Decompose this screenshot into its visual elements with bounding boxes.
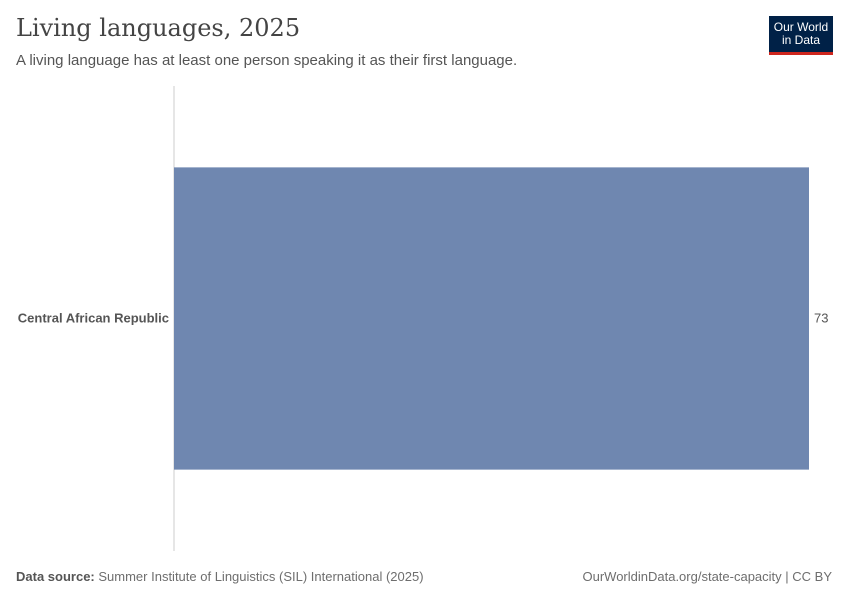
- logo-line-1: Our World: [773, 20, 829, 34]
- source-label: Data source:: [16, 569, 95, 584]
- footer-link[interactable]: OurWorldinData.org/state-capacity | CC B…: [582, 569, 832, 584]
- chart-title: Living languages, 2025: [16, 14, 301, 42]
- logo-line-2: in Data: [781, 33, 821, 47]
- source-text: Summer Institute of Linguistics (SIL) In…: [98, 569, 424, 584]
- data-source: Data source: Summer Institute of Linguis…: [16, 569, 424, 584]
- owid-logo[interactable]: Our World in Data: [769, 16, 833, 55]
- chart-subtitle: A living language has at least one perso…: [16, 52, 518, 69]
- bar: [174, 167, 809, 470]
- value-label: 73: [814, 311, 828, 326]
- category-label: Central African Republic: [18, 311, 169, 326]
